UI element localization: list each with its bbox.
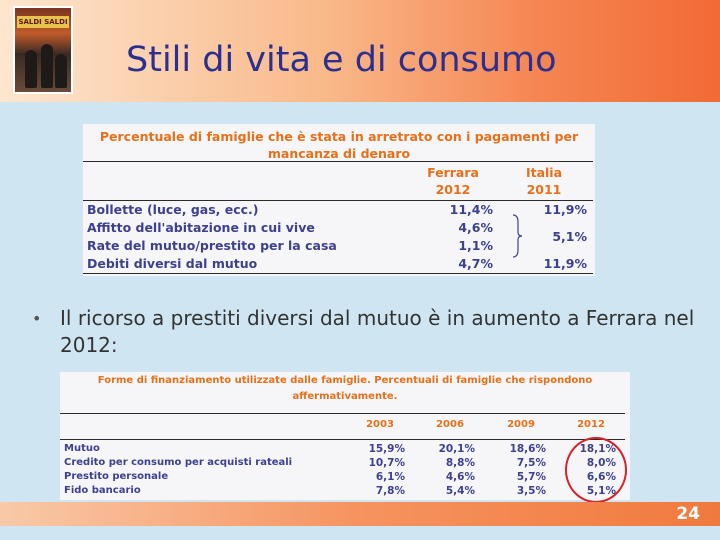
table-cell: 11,4% (449, 202, 493, 217)
table-row-label: Mutuo (64, 443, 100, 454)
table-row-label: Bollette (luce, gas, ecc.) (87, 202, 259, 217)
table-rule (83, 273, 593, 274)
logo-person (25, 50, 37, 88)
table-cell: 4,6% (445, 471, 475, 483)
table-cell: 5,7% (516, 471, 546, 483)
table-row-label: Affitto dell'abitazione in cui vive (87, 220, 315, 235)
bottom-strip (0, 526, 720, 540)
column-header-ferrara: Ferrara 2012 (427, 165, 479, 197)
bullet-icon: • (32, 309, 42, 328)
table-cell: 10,7% (368, 457, 405, 469)
table-cell: 5,4% (445, 485, 475, 497)
page-number: 24 (676, 504, 700, 524)
arrears-table-title: Percentuale di famiglie che è stata in a… (99, 129, 579, 161)
slide-footer (0, 502, 720, 526)
table-rule (60, 413, 625, 414)
table-cell: 18,6% (509, 443, 546, 455)
table-cell: 15,9% (368, 443, 405, 455)
column-header-italia: Italia 2011 (525, 165, 563, 197)
logo-person (41, 44, 53, 88)
table-rule (60, 439, 625, 440)
table-row-label: Debiti diversi dal mutuo (87, 256, 258, 271)
financing-table: Forme di finanziamento utilizzate dalle … (60, 372, 630, 500)
table-rule (83, 161, 593, 162)
table-row-label: Credito per consumo per acquisti rateali (64, 457, 293, 468)
logo-photo: SALDI SALDI (13, 6, 73, 94)
year-header: 2012 (577, 419, 605, 430)
bullet-text: Il ricorso a prestiti diversi dal mutuo … (60, 306, 695, 357)
financing-table-title: Forme di finanziamento utilizzate dalle … (97, 375, 593, 402)
slide-header (0, 0, 720, 102)
year-header: 2006 (436, 419, 464, 430)
table-cell: 1,1% (458, 238, 493, 253)
logo-sign: SALDI SALDI (17, 16, 69, 28)
table-cell: 4,7% (458, 256, 493, 271)
table-row-label: Fido bancario (64, 485, 141, 496)
year-header: 2003 (366, 419, 394, 430)
table-rule (83, 200, 593, 201)
year-header: 2009 (507, 419, 535, 430)
brace-icon (512, 214, 522, 258)
slide-title: Stili di vita e di consumo (126, 40, 557, 80)
table-cell: 8,8% (445, 457, 475, 469)
table-cell: 11,9% (543, 202, 587, 217)
table-cell-grouped: 5,1% (552, 229, 587, 244)
table-cell: 11,9% (543, 256, 587, 271)
table-cell: 6,1% (375, 471, 405, 483)
table-cell: 4,6% (458, 220, 493, 235)
arrears-table: Percentuale di famiglie che è stata in a… (83, 124, 595, 276)
table-row-label: Prestito personale (64, 471, 169, 482)
logo-person (55, 54, 67, 88)
table-row-label: Rate del mutuo/prestito per la casa (87, 238, 337, 253)
table-cell: 20,1% (438, 443, 475, 455)
table-cell: 3,5% (516, 485, 546, 497)
table-cell: 7,5% (516, 457, 546, 469)
table-cell: 7,8% (375, 485, 405, 497)
highlight-circle (565, 437, 627, 503)
